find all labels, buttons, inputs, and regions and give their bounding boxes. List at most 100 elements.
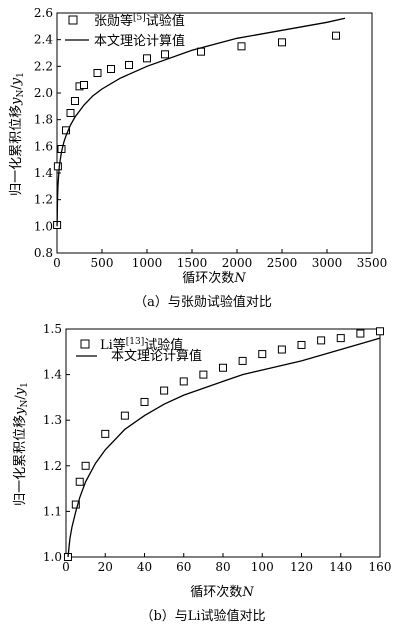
- data-point-square: [93, 69, 102, 77]
- chart-a-frame: [56, 12, 373, 254]
- chart-a-x-axis: 0 500 1000 1500 2000 2500 3000 3500: [53, 249, 387, 270]
- chart-b: 1.0 1.1 1.2 1.3 1.4 1.5 0 20 40 60 80 100 120 140 160…: [13, 322, 391, 624]
- chart-b-xlabel-var: N: [241, 585, 254, 600]
- series-line-theory: [67, 337, 381, 558]
- legend-a-marker-main: 张勋等: [94, 13, 133, 29]
- data-point-square: [179, 377, 188, 386]
- y-tick-label: 1.0: [34, 219, 53, 233]
- x-tick-label: 3000: [312, 256, 343, 270]
- chart-a: 0.8 1.0 1.2 1.4 1.6 1.8 2.0 2.2 2.4 2.6 0 500 1000 1…: [9, 6, 387, 310]
- y-tick-label: 1.5: [43, 322, 62, 336]
- x-tick-label: 0: [62, 560, 70, 574]
- x-tick-label: 120: [290, 560, 313, 574]
- legend-a-marker-sup: [5]: [133, 13, 146, 23]
- data-point-square: [161, 50, 169, 59]
- data-point-square: [317, 336, 326, 345]
- data-point-square: [238, 356, 247, 365]
- data-point-square: [143, 54, 151, 63]
- y-tick-label: 2.2: [34, 59, 53, 73]
- x-tick-label: 140: [329, 560, 352, 574]
- y-tick-label: 1.2: [34, 193, 53, 207]
- x-tick-label: 20: [98, 560, 113, 574]
- legend-b-marker-tail: 试验值: [144, 337, 183, 353]
- y-tick-label: 1.2: [43, 459, 62, 473]
- data-point-square: [66, 109, 75, 117]
- x-tick-label: 60: [176, 560, 191, 574]
- x-tick-label: 1000: [132, 256, 163, 270]
- y-tick-label: 0.8: [34, 246, 53, 260]
- chart-b-ylabel: 归一化累积位移yN/y1: [13, 382, 30, 506]
- chart-b-ylabel-sep: /: [13, 395, 28, 400]
- legend-b-marker-sup: [13]: [126, 337, 144, 347]
- x-tick-label: 40: [137, 560, 152, 574]
- chart-b-xlabel-prefix: 循环次数: [190, 584, 242, 600]
- legend-b-marker-swatch: [80, 339, 90, 349]
- data-point-square: [160, 386, 169, 395]
- data-point-square: [356, 329, 365, 338]
- x-tick-label: 100: [251, 560, 274, 574]
- chart-b-xlabel: 循环次数N: [190, 584, 254, 600]
- x-tick-label: 2500: [267, 256, 298, 270]
- chart-b-legend: Li等[13]试验值 本文理论计算值: [76, 337, 202, 364]
- data-point-square: [278, 38, 286, 47]
- data-point-square: [219, 363, 227, 372]
- x-tick-label: 0: [53, 256, 61, 270]
- chart-a-ylabel-den-sub: 1: [16, 72, 26, 78]
- data-point-square: [125, 61, 133, 69]
- data-point-square: [376, 327, 384, 336]
- chart-a-xlabel: 循环次数N: [182, 270, 246, 286]
- chart-a-legend: 张勋等[5]试验值 本文理论计算值: [65, 13, 185, 49]
- x-tick-label: 160: [369, 560, 392, 574]
- x-tick-label: 3500: [357, 256, 388, 270]
- y-tick-label: 1.4: [43, 368, 62, 382]
- legend-a-line-label: 本文理论计算值: [94, 33, 185, 49]
- chart-a-ylabel-den: y: [9, 77, 24, 86]
- data-point-square: [101, 429, 110, 438]
- data-point-square: [62, 126, 70, 135]
- data-point-square: [336, 334, 345, 343]
- x-tick-label: 1500: [177, 256, 208, 270]
- y-tick-label: 1.8: [34, 113, 53, 127]
- data-point-square: [332, 31, 340, 40]
- legend-a-marker-swatch: [68, 15, 78, 25]
- data-point-square: [120, 411, 129, 420]
- y-tick-label: 1.3: [43, 413, 62, 427]
- legend-b-marker-main: Li等: [100, 337, 126, 353]
- chart-a-ylabel-sep: /: [9, 85, 24, 90]
- data-point-square: [81, 461, 90, 470]
- legend-a-marker-label: 张勋等[5]试验值: [94, 13, 185, 29]
- chart-b-ylabel-den: y: [13, 387, 28, 396]
- chart-a-y-axis: 0.8 1.0 1.2 1.4 1.6 1.8 2.0 2.2 2.4 2.6: [34, 6, 61, 260]
- series-line-theory: [56, 17, 346, 227]
- chart-a-series: [53, 17, 346, 229]
- y-tick-label: 2.6: [34, 6, 53, 20]
- chart-a-plot-area: [56, 12, 373, 254]
- data-point-square: [258, 350, 267, 359]
- data-point-square: [107, 65, 115, 73]
- chart-a-ylabel: 归一化累积位移yN/y1: [9, 72, 26, 196]
- y-tick-label: 1.4: [34, 166, 53, 180]
- chart-b-series: [63, 327, 384, 561]
- legend-b-line-label: 本文理论计算值: [111, 348, 202, 364]
- x-tick-label: 80: [215, 560, 230, 574]
- data-point-square: [75, 477, 84, 486]
- chart-a-xlabel-prefix: 循环次数: [182, 270, 234, 286]
- chart-a-ylabel-prefix: 归一化累积位移: [9, 105, 24, 196]
- data-point-square: [237, 42, 246, 51]
- data-point-square: [297, 340, 306, 349]
- chart-a-ylabel-num: y: [9, 97, 24, 106]
- chart-b-ylabel-num: y: [13, 407, 28, 416]
- data-point-square: [199, 370, 208, 379]
- chart-a-xlabel-var: N: [233, 271, 246, 286]
- x-tick-label: 500: [91, 256, 114, 270]
- chart-a-ylabel-num-sub: N: [16, 89, 26, 97]
- legend-b-marker-label: Li等[13]试验值: [100, 337, 183, 353]
- y-tick-label: 1.1: [43, 504, 62, 518]
- data-point-square: [277, 345, 286, 354]
- data-point-square: [71, 97, 79, 105]
- chart-b-ylabel-den-sub: 1: [20, 382, 30, 388]
- chart-b-caption: （b）与Li试验值对比: [140, 608, 265, 624]
- x-tick-label: 2000: [222, 256, 253, 270]
- y-tick-label: 2.0: [34, 86, 53, 100]
